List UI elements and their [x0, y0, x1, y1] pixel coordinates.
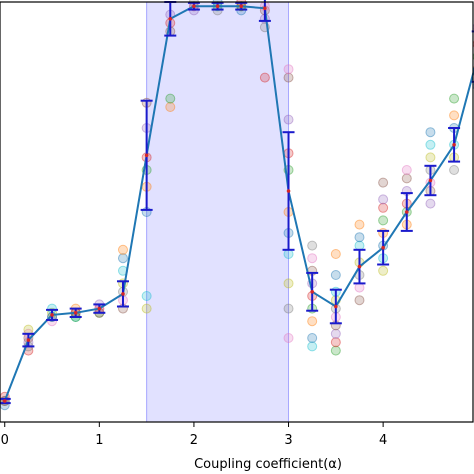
mean-marker [192, 4, 196, 8]
scatter-point [165, 93, 176, 104]
x-ticks-layer: 012345 [1, 422, 474, 448]
scatter-point [283, 72, 294, 83]
scatter-point [449, 165, 460, 175]
x-tick-label: 1 [95, 433, 103, 448]
x-tick-label: 4 [379, 433, 387, 448]
scatter-point [141, 303, 152, 314]
scatter-point [117, 253, 128, 264]
mean-marker [2, 399, 7, 403]
scatter-point [141, 291, 152, 301]
scatter-point [354, 232, 365, 243]
mean-marker [263, 6, 267, 11]
scatter-point [449, 93, 460, 104]
mean-marker [168, 17, 173, 21]
scatter-point [425, 152, 436, 163]
scatter-point [283, 333, 294, 343]
scatter-point [283, 64, 294, 75]
scatter-point [307, 333, 318, 343]
scatter-point [283, 278, 294, 289]
mean-marker [428, 178, 433, 183]
scatter-point [354, 219, 365, 230]
scatter-point [307, 316, 318, 327]
scatter-point [378, 194, 389, 205]
mean-marker [73, 311, 78, 315]
scatter-point [330, 249, 341, 259]
scatter-point [425, 139, 436, 150]
mean-marker [215, 4, 220, 8]
scatter-point [425, 127, 436, 138]
scatter-point [354, 240, 365, 251]
scatter-point [330, 328, 341, 339]
scatter-point [330, 270, 341, 280]
mean-marker [144, 153, 149, 158]
x-tick-label: 0 [1, 433, 9, 448]
scatter-point [283, 114, 294, 125]
scatter-point [401, 173, 412, 184]
scatter-point [330, 337, 341, 348]
mean-marker [26, 338, 31, 342]
mean-marker [50, 313, 54, 317]
mean-marker [121, 292, 125, 296]
scatter-point [307, 341, 318, 352]
scatter-point [425, 198, 436, 209]
highlight-region [146, 1, 290, 423]
mean-marker [310, 290, 314, 294]
x-tick-label: 2 [190, 433, 198, 448]
scatter-point [23, 324, 34, 335]
mean-marker [97, 306, 102, 311]
scatter-point [165, 102, 176, 112]
scatter-point [354, 282, 365, 293]
x-axis-label: Coupling coefficient(α) [194, 457, 342, 472]
scatter-point [378, 202, 389, 213]
scatter-point [378, 215, 389, 226]
scatter-point [117, 244, 128, 255]
scatter-point [330, 345, 341, 356]
mean-marker [334, 304, 338, 309]
scatter-point [307, 253, 318, 264]
scatter-point [449, 110, 460, 121]
scatter-point [259, 72, 270, 83]
scatter-point [378, 177, 389, 188]
mean-marker [452, 143, 456, 147]
mean-marker [357, 264, 362, 269]
scatter-point [307, 240, 318, 251]
mean-marker [404, 210, 409, 214]
scatter-point [283, 249, 294, 259]
x-tick-label: 3 [284, 433, 292, 448]
scatter-point [283, 303, 294, 314]
highlight-region-layer [146, 1, 290, 423]
scatter-point [378, 265, 389, 276]
mean-marker [286, 189, 291, 193]
scatter-point [401, 165, 412, 175]
scatter-point [354, 295, 365, 306]
mean-markers-layer [2, 4, 456, 403]
mean-marker [239, 4, 244, 8]
mean-marker [381, 245, 385, 250]
plot-frame [0, 1, 474, 423]
